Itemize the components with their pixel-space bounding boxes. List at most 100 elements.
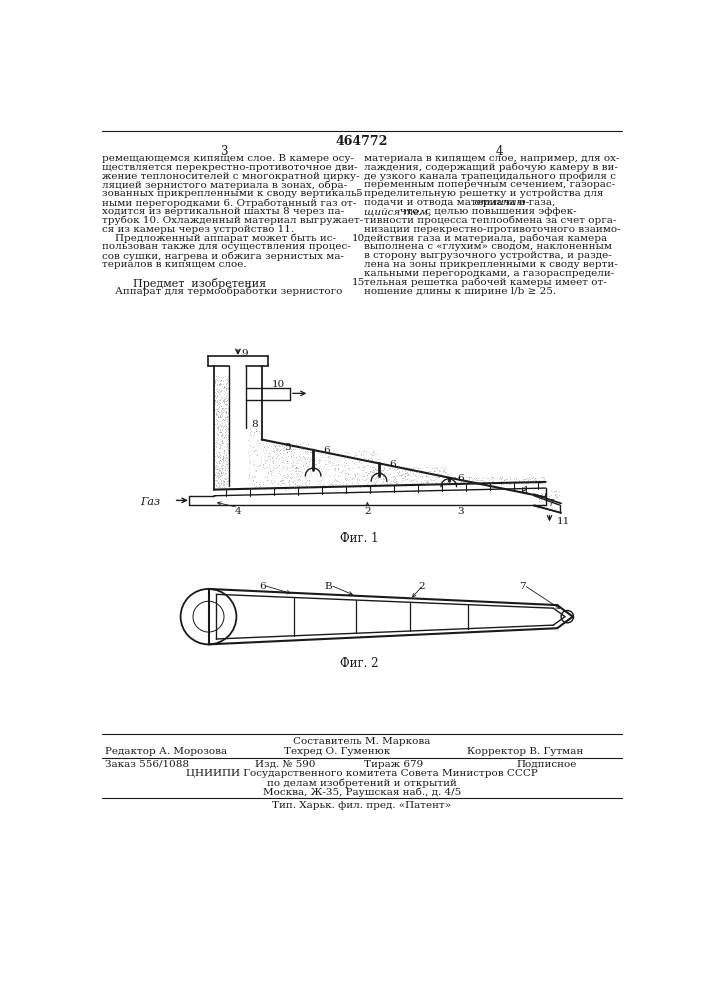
Point (214, 439, 226, 455)
Point (218, 449, 230, 465)
Point (378, 460, 390, 476)
Point (400, 465, 411, 481)
Point (221, 432, 233, 448)
Point (429, 469, 440, 485)
Point (214, 408, 226, 424)
Point (283, 477, 294, 493)
Point (284, 460, 296, 476)
Point (335, 445, 346, 461)
Point (264, 447, 276, 463)
Point (431, 474, 442, 490)
Point (263, 445, 274, 461)
Point (303, 469, 315, 485)
Point (305, 449, 316, 465)
Point (403, 462, 414, 478)
Point (428, 468, 439, 484)
Point (258, 439, 269, 455)
Point (362, 479, 373, 495)
Point (506, 474, 518, 490)
Point (400, 475, 411, 491)
Point (396, 470, 407, 486)
Point (274, 451, 285, 467)
Point (354, 479, 366, 495)
Text: Предложенный аппарат может быть ис-: Предложенный аппарат может быть ис- (103, 234, 337, 243)
Point (305, 444, 316, 460)
Point (215, 473, 226, 489)
Point (214, 408, 226, 424)
Point (211, 394, 223, 410)
Point (218, 373, 229, 389)
Point (341, 448, 352, 464)
Point (217, 464, 228, 480)
Point (493, 471, 505, 487)
Point (529, 470, 540, 486)
Point (285, 448, 296, 464)
Point (217, 462, 228, 478)
Point (210, 374, 221, 390)
Point (214, 454, 225, 470)
Point (496, 469, 508, 485)
Point (351, 474, 363, 490)
Point (214, 372, 226, 388)
Point (297, 444, 308, 460)
Point (271, 445, 283, 461)
Point (285, 445, 296, 461)
Text: Составитель М. Маркова: Составитель М. Маркова (293, 737, 431, 746)
Point (277, 459, 288, 475)
Point (214, 448, 225, 464)
Point (218, 454, 229, 470)
Point (521, 475, 532, 491)
Point (213, 465, 224, 481)
Point (315, 445, 327, 461)
Point (491, 470, 503, 486)
Point (349, 449, 360, 465)
Point (301, 472, 312, 488)
Text: щийся тем,: щийся тем, (363, 207, 431, 216)
Point (277, 445, 288, 461)
Point (218, 389, 229, 405)
Point (269, 438, 281, 454)
Point (534, 499, 545, 515)
Point (289, 480, 300, 496)
Point (250, 479, 261, 495)
Point (219, 470, 230, 486)
Point (508, 471, 520, 487)
Point (255, 451, 267, 467)
Point (317, 475, 329, 491)
Point (218, 411, 229, 427)
Point (358, 449, 369, 465)
Point (333, 474, 344, 490)
Point (535, 475, 547, 491)
Point (222, 435, 233, 451)
Point (289, 460, 300, 476)
Point (260, 442, 271, 458)
Point (479, 470, 491, 486)
Point (257, 456, 269, 472)
Point (521, 474, 532, 490)
Point (442, 471, 453, 487)
Point (209, 392, 221, 408)
Text: Фиг. 2: Фиг. 2 (340, 657, 379, 670)
Point (211, 417, 222, 433)
Point (248, 424, 259, 440)
Point (281, 461, 292, 477)
Text: 2: 2 (419, 582, 425, 591)
Point (327, 455, 339, 471)
Point (211, 390, 222, 406)
Point (374, 467, 385, 483)
Point (293, 437, 304, 453)
Point (221, 370, 233, 386)
Point (258, 445, 269, 461)
Point (217, 400, 228, 416)
Point (293, 478, 305, 494)
Point (274, 472, 286, 488)
Point (253, 457, 264, 473)
Point (339, 465, 351, 481)
Point (293, 438, 304, 454)
Point (300, 455, 311, 471)
Point (287, 454, 298, 470)
Point (214, 422, 226, 438)
Point (550, 488, 561, 504)
Point (214, 392, 225, 408)
Point (508, 470, 520, 486)
